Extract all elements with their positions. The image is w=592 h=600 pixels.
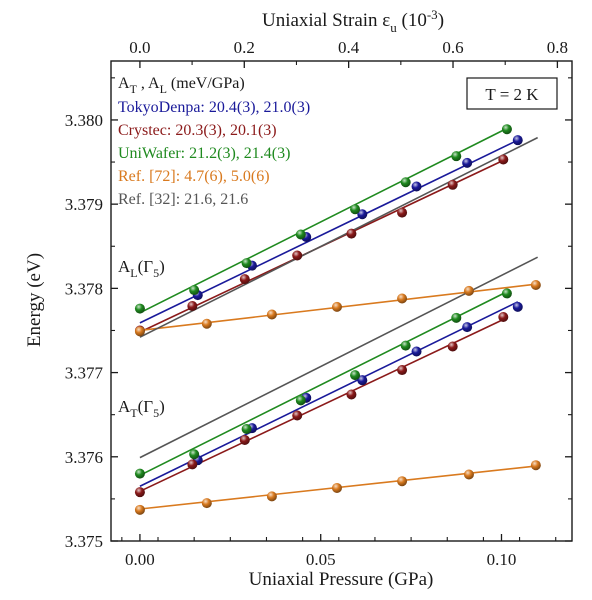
data-point [292,410,303,421]
data-point [400,177,411,188]
legend-header: AT , AL (meV/GPa) [118,75,245,96]
data-point [512,301,523,312]
data-point [400,340,411,351]
data-point [189,449,200,460]
data-point [462,157,473,168]
data-point [463,469,474,480]
y-tick-label: 3.375 [65,532,103,551]
fit-lines [139,127,539,510]
temperature-box [466,77,558,110]
data-point [187,301,198,312]
data-point [346,389,357,400]
data-point [357,209,368,220]
x-tick-label: 0.05 [306,550,336,569]
series-ref-72--at [134,460,541,515]
series-uniwafer-at [134,288,512,479]
x2-tick-label: 0.2 [234,38,255,57]
y-tick-label: 3.379 [65,195,103,214]
data-point [411,181,422,192]
data-point [134,303,145,314]
data-point [397,365,408,376]
data-point [239,434,250,445]
legend: TokyoDenpa: 20.4(3), 21.0(3) Crystec: 20.… [118,99,310,208]
data-point [350,370,361,381]
legend-entry: TokyoDenpa: 20.4(3), 21.0(3) [118,99,310,116]
y-tick-label: 3.376 [65,448,103,467]
x2-tick-label: 0.4 [338,38,360,57]
data-point [331,482,342,493]
data-point [134,326,145,337]
data-point [292,250,303,261]
series-ref-72--al [134,280,541,337]
data-point [187,459,198,470]
legend-entry: Crystec: 20.3(3), 20.1(3) [118,122,277,139]
fit-line-uniwafer-at [139,291,508,477]
data-point [134,487,145,498]
data-point [411,346,422,357]
y-tick-label: 3.377 [65,364,104,383]
data-point [134,504,145,515]
data-point [357,375,368,386]
data-point [397,207,408,218]
fit-line-tokyodenpa-al [139,139,519,324]
legend-entry: UniWafer: 21.2(3), 21.4(3) [118,145,290,162]
data-point [512,135,523,146]
annotation-al-gamma5: AL(Γ5) [118,257,165,280]
data-point [447,341,458,352]
data-point [331,301,342,312]
x2-axis-title: Uniaxial Strain εu (10-3) [262,7,444,35]
y-tick-label: 3.378 [65,279,103,298]
data-point [530,460,541,471]
data-point [266,309,277,320]
data-point [451,312,462,323]
data-point [451,151,462,162]
data-point [239,274,250,285]
data-point [498,312,509,322]
data-point [530,280,541,290]
series-uniwafer-al [134,124,512,314]
data-point [397,293,408,304]
data-point [498,154,509,165]
data-points [134,124,541,515]
x-tick-label: 0.00 [125,550,155,569]
data-point [463,285,474,296]
data-point [350,204,361,215]
series-crystec-at [134,312,509,498]
fit-line-ref-32--at [139,256,539,459]
data-point [462,322,473,333]
data-point [501,288,512,299]
x-tick-label: 0.10 [487,550,517,569]
temperature-label: T = 2 K [485,85,539,104]
data-point [295,395,306,406]
data-point [189,285,200,296]
legend-entry: Ref. [32]: 21.6, 21.6 [118,191,248,208]
axis-ticks: 0.00 0.05 0.10 0.0 0.2 0.4 0.6 0.8 3.375 3.376 3.3… [65,38,572,569]
data-point [397,476,408,487]
data-point [134,468,145,479]
fit-line-uniwafer-al [139,127,508,314]
data-point [346,228,357,239]
fit-line-ref-32--al [139,136,539,338]
annotation-at-gamma5: AT(Γ5) [118,397,165,420]
data-point [501,124,512,135]
data-point [295,229,306,240]
data-point [266,491,277,502]
plot-frame [110,60,573,542]
data-point [201,498,212,509]
y-tick-label: 3.380 [65,111,103,130]
data-point [241,258,252,269]
data-point [201,318,212,329]
x-axis-title: Uniaxial Pressure (GPa) [249,569,434,590]
data-point [447,179,458,190]
legend-entry: Ref. [72]: 4.7(6), 5.0(6) [118,168,270,185]
data-point [241,424,252,434]
x2-tick-label: 0.0 [129,38,150,57]
x2-tick-label: 0.6 [442,38,463,57]
fit-line-tokyodenpa-at [139,301,519,487]
y-axis-title: Energy (eV) [24,253,45,347]
x2-tick-label: 0.8 [547,38,568,57]
